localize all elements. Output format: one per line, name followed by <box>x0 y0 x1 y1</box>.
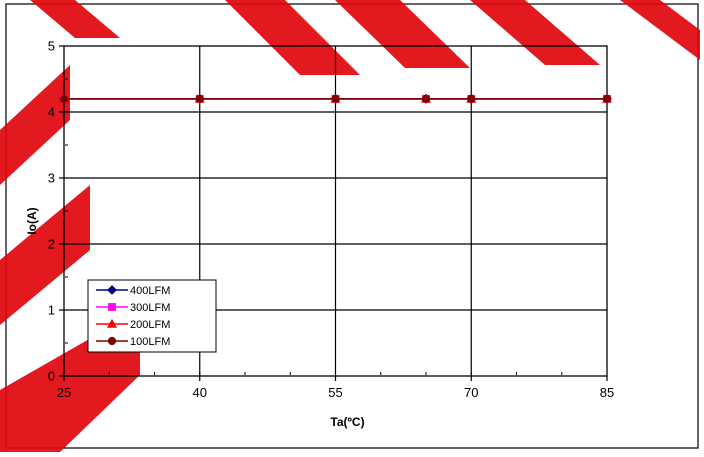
legend-marker-400LFM <box>107 285 117 295</box>
legend-marker-300LFM <box>108 303 116 311</box>
legend-entry-400LFM: 400LFM <box>96 285 170 297</box>
data-point-100LFM-70 <box>467 94 476 103</box>
legend-marker-100LFM <box>107 336 117 346</box>
y-axis-label: Io(A) <box>25 207 39 234</box>
data-point-100LFM-25 <box>59 94 69 103</box>
legend-label-400LFM: 400LFM <box>130 285 170 297</box>
legend-marker-200LFM <box>106 318 118 328</box>
x-tick-label-85: 85 <box>600 385 614 400</box>
legend-label-200LFM: 200LFM <box>130 319 170 331</box>
x-tick-label-55: 55 <box>328 385 342 400</box>
x-tick-label-25: 25 <box>57 385 71 400</box>
data-point-100LFM-85 <box>602 94 612 103</box>
y-tick-label-2: 2 <box>48 237 55 252</box>
y-tick-label-4: 4 <box>48 105 55 120</box>
y-tick-label-5: 5 <box>48 39 55 54</box>
legend-entry-200LFM: 200LFM <box>96 318 170 331</box>
data-point-100LFM-40 <box>195 94 204 103</box>
legend-entry-100LFM: 100LFM <box>96 336 170 348</box>
series-100LFM <box>59 94 612 103</box>
y-tick-label-3: 3 <box>48 171 55 186</box>
series-group <box>58 93 613 104</box>
legend-label-300LFM: 300LFM <box>130 302 170 314</box>
legend-label-100LFM: 100LFM <box>130 336 170 348</box>
y-tick-label-1: 1 <box>48 303 55 318</box>
x-axis-label: Ta(ºC) <box>330 415 364 429</box>
x-tick-label-40: 40 <box>193 385 207 400</box>
y-tick-label-0: 0 <box>48 369 55 384</box>
legend-entry-300LFM: 300LFM <box>96 302 170 314</box>
x-tick-label-70: 70 <box>464 385 478 400</box>
legend: 400LFM 300LFM 200LFM 100LFM <box>87 279 217 353</box>
x-axis-ticks: 25 40 55 70 85 <box>57 376 614 400</box>
y-axis-ticks: 0 1 2 3 4 5 <box>48 39 64 384</box>
data-point-100LFM-65 <box>421 94 431 103</box>
data-point-100LFM-55 <box>331 94 340 103</box>
